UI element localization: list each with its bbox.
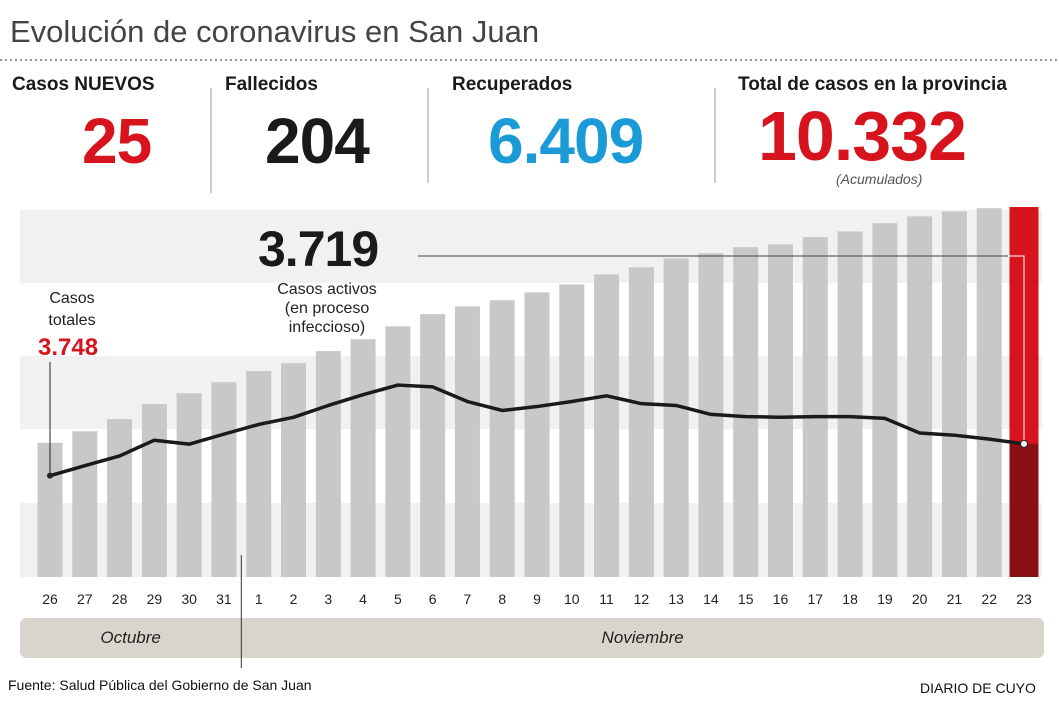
x-tick-label: 21 <box>947 591 963 607</box>
x-tick-label: 3 <box>324 591 332 607</box>
stat-value: 25 <box>82 105 152 177</box>
credit: DIARIO DE CUYO <box>920 680 1036 696</box>
x-tick-label: 19 <box>877 591 893 607</box>
bar <box>768 244 793 577</box>
active-line <box>49 383 1025 478</box>
x-tick-label: 18 <box>842 591 858 607</box>
stat-note: (Acumulados) <box>836 171 923 187</box>
bar <box>211 382 237 577</box>
x-tick-label: 20 <box>912 591 928 607</box>
stat-value: 6.409 <box>488 105 644 177</box>
bar <box>281 363 306 577</box>
bar <box>176 393 202 577</box>
x-tick-label: 23 <box>1016 591 1032 607</box>
stat-label: Fallecidos <box>225 74 318 95</box>
bar <box>489 300 515 577</box>
x-tick-label: 4 <box>359 591 367 607</box>
bar <box>559 284 585 577</box>
annotation: Casos activos <box>277 281 377 298</box>
stat-value: 10.332 <box>758 97 967 175</box>
title: Evolución de coronavirus en San Juan <box>10 14 540 49</box>
x-tick-label: 26 <box>42 591 58 607</box>
x-tick-label: 16 <box>773 591 789 607</box>
band <box>20 210 1042 283</box>
bar <box>976 208 1002 577</box>
bar <box>420 314 446 577</box>
x-tick-label: 7 <box>464 591 472 607</box>
x-tick-label: 15 <box>738 591 754 607</box>
value-label: 3.748 <box>38 334 99 361</box>
leader-dot <box>47 472 53 479</box>
leader-dot <box>1020 439 1028 448</box>
x-tick-label: 11 <box>599 591 614 607</box>
bar <box>524 292 550 577</box>
x-tick-label: 22 <box>981 591 997 607</box>
bar <box>141 404 167 577</box>
bar <box>72 431 98 577</box>
annotation: (en proceso infeccioso) <box>284 300 370 336</box>
x-tick-label: 29 <box>147 591 163 607</box>
source: Fuente: Salud Pública del Gobierno de Sa… <box>8 677 312 693</box>
x-tick-label: 6 <box>429 591 437 607</box>
bar <box>454 306 480 577</box>
bar <box>941 211 967 577</box>
annotation: Casos totales <box>48 290 96 329</box>
x-tick-label: 13 <box>668 591 684 607</box>
stat-label: Casos NUEVOS <box>12 74 155 95</box>
bar <box>385 326 411 577</box>
x-tick-label: 30 <box>181 591 197 607</box>
x-tick-label: 17 <box>807 591 823 607</box>
value-label: 3.719 <box>258 221 379 277</box>
x-tick-label: 27 <box>77 591 93 607</box>
bar <box>594 274 620 577</box>
x-tick-label: 5 <box>394 591 402 607</box>
bar <box>628 267 654 577</box>
x-tick-label: 12 <box>634 591 650 607</box>
bar <box>663 258 689 577</box>
x-tick-label: 14 <box>703 591 719 607</box>
group-label: Octubre <box>100 628 160 647</box>
month-band <box>20 618 1044 658</box>
bar <box>837 231 863 577</box>
x-tick-label: 2 <box>290 591 298 607</box>
bar <box>315 351 341 577</box>
x-tick-label: 10 <box>564 591 580 607</box>
active-bar <box>1009 443 1039 577</box>
stat-label: Total de casos en la provincia <box>738 74 1007 95</box>
stat-label: Recuperados <box>452 74 573 95</box>
bar <box>872 223 898 577</box>
x-tick-label: 31 <box>216 591 232 607</box>
stat-value: 204 <box>265 105 370 177</box>
bar <box>350 339 376 577</box>
bar <box>733 247 759 578</box>
x-tick-label: 8 <box>498 591 506 607</box>
x-tick-label: 1 <box>255 591 263 607</box>
x-tick-label: 9 <box>533 591 541 607</box>
group-label: Noviembre <box>602 628 684 647</box>
bar <box>246 371 272 577</box>
bar <box>107 419 133 577</box>
bar <box>907 216 933 577</box>
x-tick-label: 28 <box>112 591 128 607</box>
bar <box>802 237 828 578</box>
